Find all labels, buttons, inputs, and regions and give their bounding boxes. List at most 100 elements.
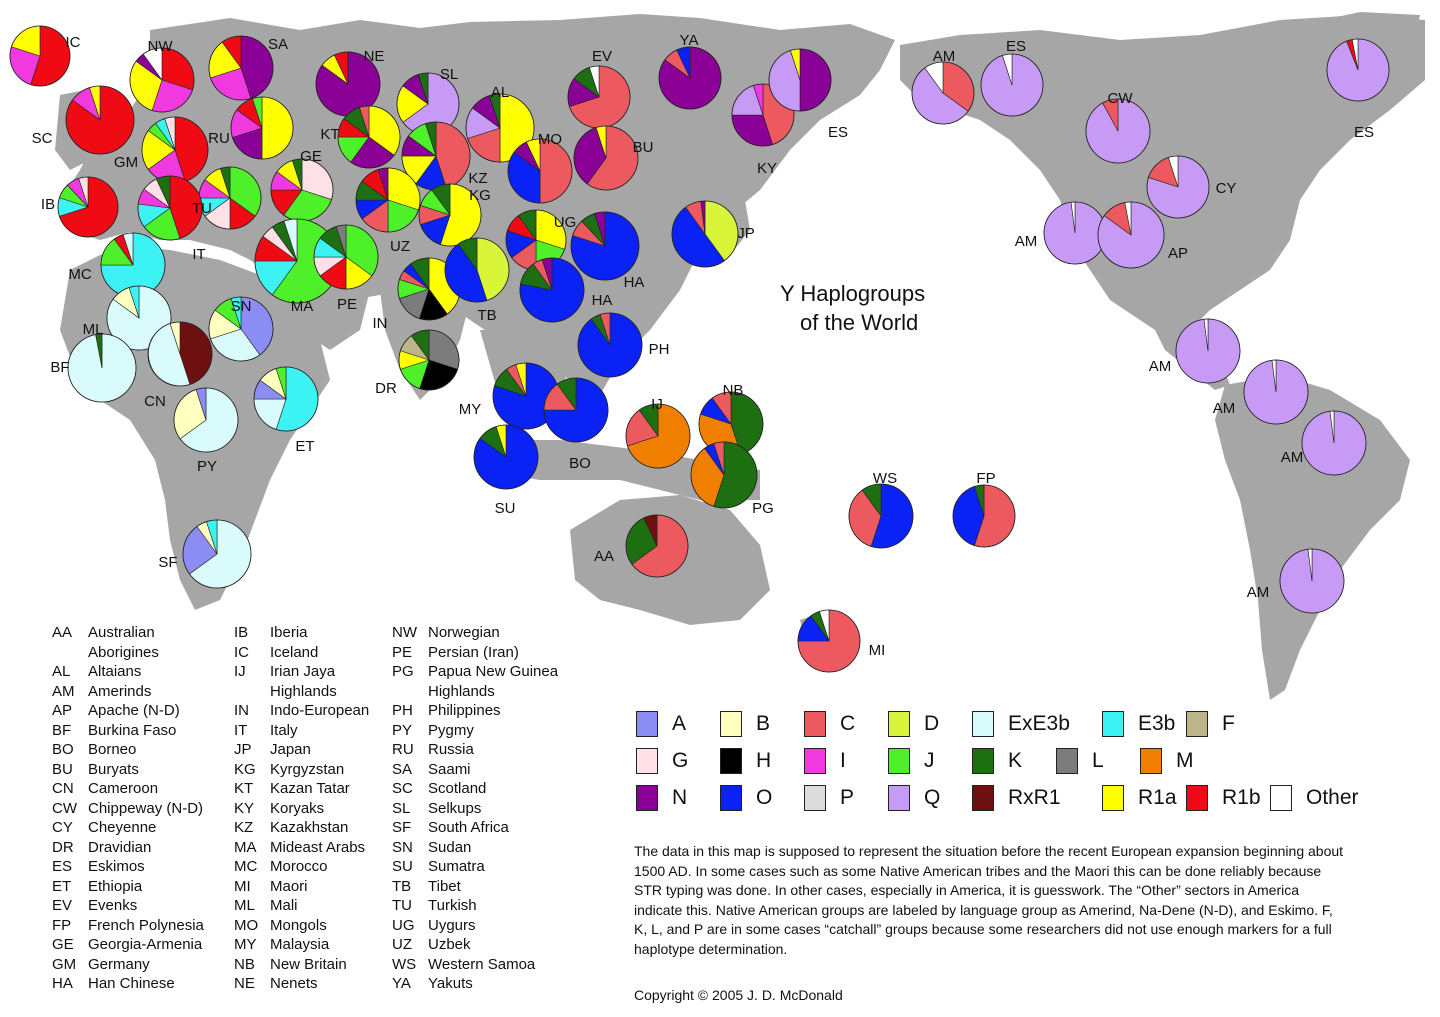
abbreviation-name: Turkish — [428, 897, 477, 914]
abbreviation-code: PH — [392, 702, 413, 719]
legend-label: P — [840, 785, 855, 809]
pie-outline — [137, 175, 203, 241]
abbreviation-code: GE — [52, 936, 74, 953]
abbreviation-code: SN — [392, 838, 413, 856]
pie-label: IN — [373, 315, 388, 332]
pie-outline — [1085, 98, 1151, 164]
map-title-line1: Y Haplogroups — [780, 281, 925, 306]
pie-outline — [1175, 318, 1241, 384]
pie-outline — [398, 329, 460, 391]
abbreviation-code: MA — [234, 838, 257, 856]
pie-outline — [507, 138, 573, 204]
abbreviation-row: CY Cheyenne — [52, 818, 234, 838]
abbreviation-name: Highlands — [428, 682, 495, 700]
abbreviation-name: New Britain — [270, 955, 347, 973]
abbreviation-row: RU Russia — [392, 740, 622, 760]
legend-label: N — [672, 785, 688, 809]
abbreviation-row: MY Malaysia — [234, 935, 392, 955]
abbreviation-row: SF South Africa — [392, 818, 622, 838]
abbreviation-name: Selkups — [428, 799, 482, 817]
pie-outline — [208, 296, 274, 362]
abbreviation-name: Western Samoa — [428, 955, 536, 973]
pie-outline — [980, 53, 1044, 117]
pie-cn — [147, 321, 213, 387]
legend-item-j: J — [888, 747, 972, 774]
abbreviation-row: KT Kazan Tatar — [234, 779, 392, 799]
legend-swatch — [804, 747, 826, 774]
legend-swatch — [720, 784, 742, 811]
legend-swatch — [972, 747, 994, 774]
pie-nw — [129, 47, 195, 113]
pie-pe — [313, 224, 379, 290]
abbreviation-name: Aborigines — [88, 643, 159, 661]
pie-label: HA — [592, 292, 613, 309]
pie-bu — [573, 125, 639, 191]
pie-label: EV — [592, 48, 612, 65]
abbreviation-name: Cameroon — [88, 780, 159, 797]
pie-ky — [731, 83, 795, 147]
legend-item-i: I — [804, 747, 888, 774]
abbreviation-name: Maori — [270, 877, 308, 895]
abbreviation-row: SL Selkups — [392, 799, 622, 819]
legend-swatch — [888, 710, 910, 737]
abbreviation-name: Germany — [88, 955, 150, 973]
pie-label: MY — [459, 401, 482, 418]
pie-outline — [1243, 359, 1309, 425]
pie-sn — [208, 296, 274, 362]
pie-outline — [690, 441, 758, 509]
legend-swatch — [636, 710, 658, 737]
legend-item-a: A — [636, 710, 720, 737]
pie-outline — [952, 484, 1016, 548]
abbreviation-row: SA Saami — [392, 760, 622, 780]
abbreviation-row: KG Kyrgyzstan — [234, 760, 392, 780]
abbreviation-row: SN Sudan — [392, 838, 622, 858]
pie-label: PE — [337, 296, 357, 313]
abbreviation-name: Scotland — [428, 780, 487, 797]
pie-bo — [543, 377, 609, 443]
pie-outline — [573, 125, 639, 191]
abbreviation-row: TU Turkish — [392, 896, 622, 916]
pie-ib — [57, 176, 119, 238]
abbreviation-name: Tibet — [428, 877, 461, 895]
abbreviation-name: Indo-European — [270, 702, 370, 719]
pie-outline — [173, 387, 239, 453]
pie-outline — [473, 424, 539, 490]
abbreviation-code: FP — [52, 916, 72, 934]
pie-outline — [313, 224, 379, 290]
legend-label: H — [756, 748, 772, 772]
pie-bf — [67, 333, 137, 403]
legend-label: D — [924, 711, 940, 735]
pie-aa — [625, 514, 689, 578]
pie-label: ES — [1006, 38, 1026, 55]
abbreviation-row: IJ Irian Jaya — [234, 662, 392, 682]
legend-label: Q — [924, 785, 941, 809]
pie-label: SA — [268, 36, 288, 53]
pie-es — [980, 53, 1044, 117]
abbreviation-code: MI — [234, 877, 251, 895]
legend-swatch — [1186, 784, 1208, 811]
legend-swatch — [636, 747, 658, 774]
abbreviation-row: GE Georgia-Armenia — [52, 935, 234, 955]
abbreviation-row: PE Persian (Iran) — [392, 643, 622, 663]
pie-ws — [848, 483, 914, 549]
pie-uz — [355, 167, 421, 233]
pie-label: TU — [192, 200, 212, 217]
pie-cw — [1085, 98, 1151, 164]
abbreviation-name: Iberia — [270, 624, 308, 641]
pie-my — [492, 362, 560, 430]
abbreviation-name: Irian Jaya — [270, 663, 336, 680]
haplogroup-legend: A B C D ExE3b E3b F G H I J K L M N O P Q RxR1 R1a R1b Other — [636, 705, 1376, 816]
legend-label: C — [840, 711, 856, 735]
abbreviation-code: JP — [234, 741, 252, 758]
abbreviation-code: IC — [234, 643, 249, 661]
abbreviation-name: Kazan Tatar — [270, 780, 350, 797]
abbreviation-row: UZ Uzbek — [392, 935, 622, 955]
pie-mo — [507, 138, 573, 204]
abbreviation-row: TB Tibet — [392, 877, 622, 897]
pie-tb — [444, 237, 510, 303]
pie-su — [473, 424, 539, 490]
legend-item-rxr1: RxR1 — [972, 784, 1102, 811]
abbreviation-name: Pygmy — [428, 721, 474, 739]
pie-outline — [253, 366, 319, 432]
